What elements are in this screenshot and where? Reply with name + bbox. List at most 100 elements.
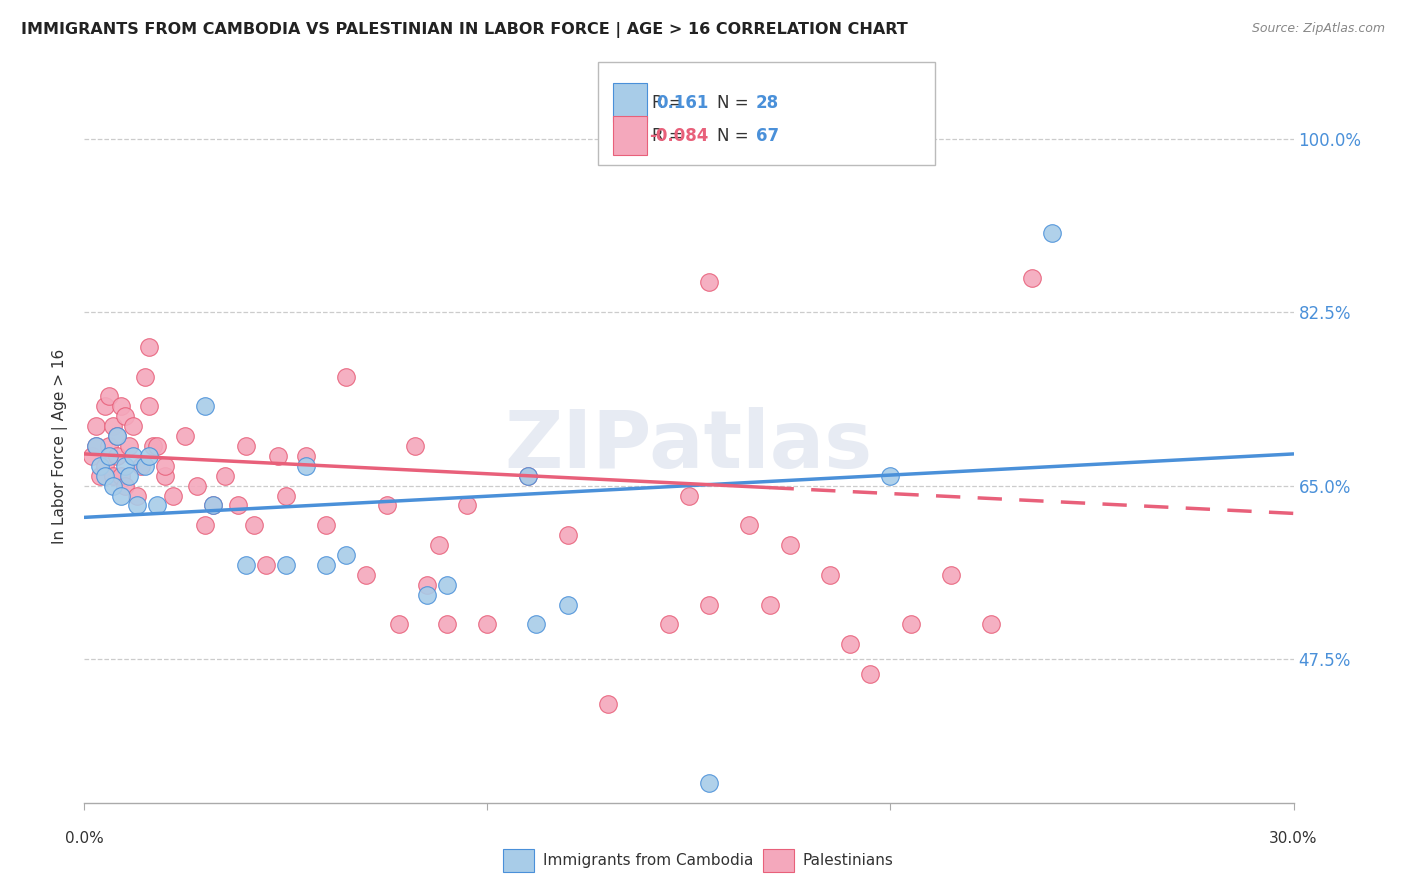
Point: [980, 617, 1002, 632]
Point: [557, 598, 579, 612]
Point: [1040, 226, 1063, 240]
Point: [697, 598, 720, 612]
Point: [678, 489, 700, 503]
Point: [153, 458, 176, 473]
Point: [658, 617, 681, 632]
Point: [186, 478, 208, 492]
Point: [97, 439, 120, 453]
Point: [235, 558, 257, 572]
Text: Source: ZipAtlas.com: Source: ZipAtlas.com: [1251, 22, 1385, 36]
Point: [254, 558, 277, 572]
Point: [274, 489, 297, 503]
Point: [356, 567, 378, 582]
Point: [315, 558, 337, 572]
Point: [146, 499, 169, 513]
Point: [900, 617, 922, 632]
Text: 67: 67: [756, 127, 779, 145]
Point: [86, 439, 108, 453]
Point: [818, 567, 841, 582]
Text: 0.161: 0.161: [657, 94, 709, 112]
Text: R =: R =: [652, 127, 683, 145]
Point: [214, 468, 236, 483]
Point: [138, 340, 160, 354]
Point: [125, 499, 148, 513]
Point: [335, 369, 357, 384]
Point: [335, 548, 357, 562]
Point: [598, 697, 620, 711]
Point: [242, 518, 264, 533]
Point: [162, 489, 184, 503]
Point: [82, 449, 104, 463]
Point: [274, 558, 297, 572]
Text: ZIPatlas: ZIPatlas: [505, 407, 873, 485]
Point: [89, 468, 111, 483]
Point: [477, 617, 499, 632]
Point: [194, 400, 217, 414]
Point: [97, 449, 120, 463]
Point: [295, 449, 318, 463]
Point: [524, 617, 547, 632]
Point: [105, 429, 128, 443]
Point: [202, 499, 225, 513]
Point: [235, 439, 257, 453]
Point: [779, 538, 801, 552]
Point: [101, 468, 124, 483]
Text: N =: N =: [717, 94, 748, 112]
Point: [93, 468, 115, 483]
Point: [697, 276, 720, 290]
Point: [404, 439, 426, 453]
Point: [138, 400, 160, 414]
Point: [226, 499, 249, 513]
Point: [295, 458, 318, 473]
Text: 0.0%: 0.0%: [65, 830, 104, 846]
Point: [839, 637, 862, 651]
Point: [738, 518, 761, 533]
Text: Immigrants from Cambodia: Immigrants from Cambodia: [543, 854, 754, 868]
Text: N =: N =: [717, 127, 748, 145]
Point: [89, 458, 111, 473]
Point: [121, 419, 143, 434]
Point: [125, 489, 148, 503]
Point: [121, 449, 143, 463]
Point: [267, 449, 290, 463]
Point: [416, 588, 439, 602]
Point: [134, 458, 156, 473]
Point: [118, 439, 141, 453]
Point: [118, 468, 141, 483]
Point: [97, 389, 120, 403]
Point: [436, 617, 458, 632]
Point: [388, 617, 411, 632]
Point: [1021, 270, 1043, 285]
Point: [758, 598, 780, 612]
Point: [105, 429, 128, 443]
Point: [134, 369, 156, 384]
Point: [516, 468, 538, 483]
Text: 30.0%: 30.0%: [1270, 830, 1317, 846]
Point: [697, 776, 720, 790]
Point: [859, 667, 882, 681]
Text: R =: R =: [652, 94, 683, 112]
Point: [375, 499, 398, 513]
Point: [427, 538, 450, 552]
Y-axis label: In Labor Force | Age > 16: In Labor Force | Age > 16: [52, 349, 67, 543]
Point: [194, 518, 217, 533]
Point: [174, 429, 197, 443]
Text: 28: 28: [756, 94, 779, 112]
Point: [879, 468, 901, 483]
Point: [114, 458, 136, 473]
Point: [557, 528, 579, 542]
Point: [86, 439, 108, 453]
Point: [202, 499, 225, 513]
Point: [110, 468, 132, 483]
Point: [129, 458, 152, 473]
Point: [93, 458, 115, 473]
Point: [105, 449, 128, 463]
Text: Palestinians: Palestinians: [803, 854, 894, 868]
Point: [86, 419, 108, 434]
Point: [138, 449, 160, 463]
Point: [516, 468, 538, 483]
Point: [142, 439, 165, 453]
Point: [416, 578, 439, 592]
Point: [101, 478, 124, 492]
Point: [93, 400, 115, 414]
